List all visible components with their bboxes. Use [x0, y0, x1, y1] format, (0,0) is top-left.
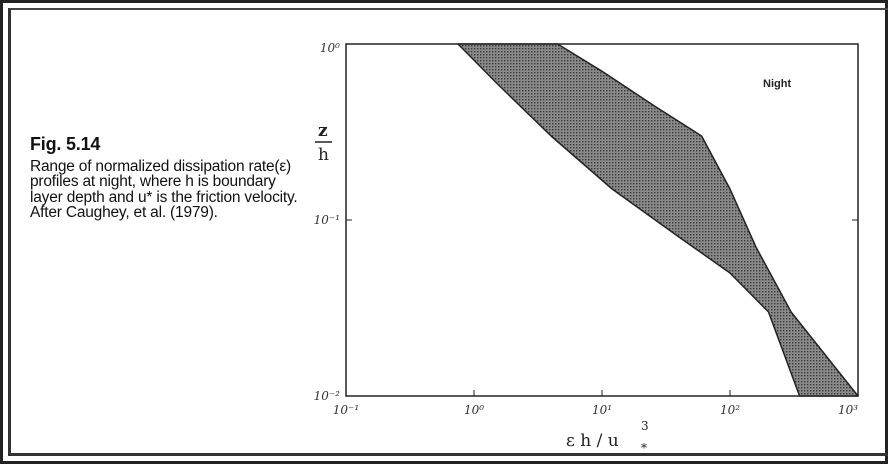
y-tick-label: 10⁻²: [314, 389, 341, 403]
x-axis-title-exponent: 3: [641, 419, 649, 433]
x-tick-label: 10⁻¹: [333, 403, 359, 417]
x-tick-label: 10²: [720, 403, 740, 417]
y-axis-title-h: h: [318, 145, 329, 165]
y-tick-label: 10⁻¹: [314, 213, 340, 227]
night-range-band: [457, 43, 859, 397]
figure-number: Fig. 5.14: [30, 134, 101, 154]
caption-text: Range of normalized dissipation rate(ε) …: [30, 157, 298, 221]
x-axis-title: ε h / u 3 *: [566, 419, 649, 455]
x-axis-title-subscript: *: [641, 441, 647, 455]
y-axis-title-z: z: [318, 121, 328, 141]
x-tick-label: 10³: [838, 403, 858, 417]
x-tick-label: 10⁰: [464, 403, 484, 417]
night-label: Night: [763, 78, 791, 90]
figure-caption: Fig. 5.14 Range of normalized dissipatio…: [30, 134, 300, 221]
y-tick-label: 10⁰: [320, 41, 340, 55]
inner-frame: [8, 8, 888, 456]
x-axis-title-text: ε h / u: [566, 431, 619, 451]
x-tick-label: 10¹: [592, 403, 612, 417]
